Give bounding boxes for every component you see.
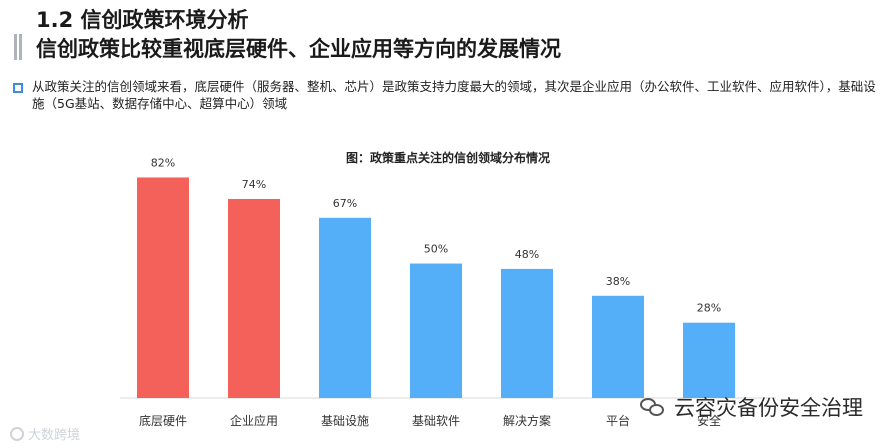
brand-watermark: 大数跨境 (10, 424, 80, 443)
bar-1 (137, 177, 189, 398)
bar-2 (228, 198, 280, 398)
bar-3 (319, 217, 371, 398)
category-label-1: 底层硬件 (139, 413, 187, 428)
data-label-3: 67% (333, 197, 357, 210)
category-label-3: 基础设施 (321, 414, 369, 428)
category-label-6: 平台 (606, 413, 630, 428)
data-label-2: 74% (242, 178, 266, 191)
data-label-1: 82% (151, 156, 175, 169)
data-label-6: 38% (606, 275, 630, 288)
brand-logo-icon (10, 426, 24, 441)
data-label-5: 48% (515, 248, 539, 261)
bar-7 (683, 322, 735, 398)
data-label-4: 50% (424, 243, 448, 256)
page-subtitle: 信创政策比较重视底层硬件、企业应用等方向的发展情况 (36, 37, 561, 61)
chart-title: 图：政策重点关注的信创领域分布情况 (345, 151, 550, 165)
data-label-7: 28% (697, 302, 721, 315)
category-label-4: 基础软件 (412, 414, 460, 428)
bullet-text: 从政策关注的信创领域来看，底层硬件（服务器、整机、芯片）是政策支持力度最大的领域… (32, 79, 876, 111)
bar-4 (410, 263, 462, 398)
section-title: 1.2 信创政策环境分析 (36, 8, 249, 32)
bar-5 (501, 268, 553, 398)
account-label: 云容灾备份安全治理 (640, 392, 863, 422)
category-label-5: 解决方案 (503, 413, 551, 428)
category-label-7: 安全 (697, 413, 721, 428)
bar-6 (592, 295, 644, 398)
title-decoration (14, 34, 26, 60)
account-name: 云容灾备份安全治理 (674, 396, 863, 420)
category-label-2: 企业应用 (230, 413, 278, 428)
brand-watermark-text: 大数跨境 (28, 428, 81, 443)
wechat-icon (640, 396, 666, 418)
square-bullet-icon (13, 83, 23, 93)
